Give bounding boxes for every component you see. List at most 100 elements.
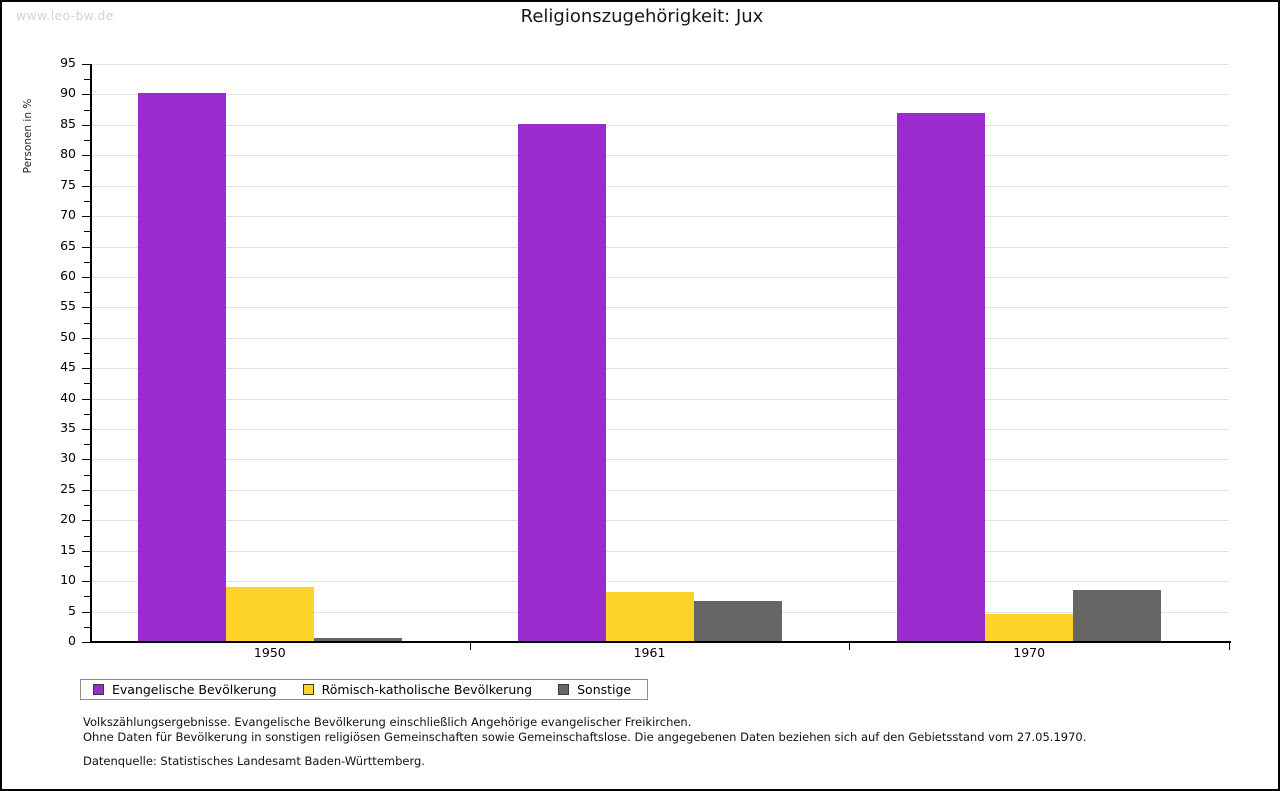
y-axis-minor-tick: [84, 109, 90, 111]
y-axis-minor-tick: [84, 231, 90, 233]
y-axis-tick-label: 55: [60, 298, 76, 314]
y-axis-tick: [82, 246, 90, 248]
gridline: [90, 246, 1229, 248]
x-axis-tick-label: 1950: [253, 645, 286, 660]
gridline: [90, 64, 1229, 65]
y-axis-tick-label: 60: [60, 267, 76, 283]
bar: [897, 112, 986, 642]
y-axis-tick-label: 0: [68, 633, 76, 648]
gridline: [90, 94, 1229, 96]
y-axis-tick-label: 70: [60, 207, 76, 223]
y-axis-tick: [82, 398, 90, 400]
x-axis-tick: [1229, 643, 1230, 650]
bar: [985, 614, 1074, 642]
y-axis-tick-label: 45: [60, 359, 76, 375]
legend-swatch-icon: [302, 684, 314, 695]
y-axis-tick-label: 10: [60, 572, 76, 588]
bar: [1073, 589, 1162, 642]
legend-item[interactable]: Sonstige: [558, 682, 631, 697]
y-axis-tick: [82, 94, 90, 96]
x-axis-tick: [469, 643, 471, 650]
y-axis-minor-tick: [84, 596, 90, 598]
y-axis-minor-tick: [84, 474, 90, 476]
footnote-line-2: Ohne Daten für Bevölkerung in sonstigen …: [83, 730, 1087, 744]
y-axis-tick-label: 15: [60, 541, 76, 557]
y-axis-minor-tick: [84, 413, 90, 415]
legend-item-label: Evangelische Bevölkerung: [112, 682, 277, 697]
gridline: [90, 398, 1229, 400]
y-axis-tick: [82, 429, 90, 431]
plot-background: [90, 64, 1229, 642]
y-axis-minor-tick: [84, 626, 90, 628]
gridline: [90, 276, 1229, 278]
bar: [693, 601, 782, 642]
y-axis-tick: [82, 581, 90, 583]
y-axis-tick: [82, 185, 90, 187]
legend-item[interactable]: Evangelische Bevölkerung: [93, 682, 277, 697]
y-axis-minor-tick: [84, 170, 90, 172]
legend-item-label: Sonstige: [577, 682, 632, 697]
bar: [313, 638, 402, 642]
y-axis-tick-label: 75: [60, 176, 76, 192]
y-axis-minor-tick: [84, 261, 90, 263]
y-axis-minor-tick: [84, 292, 90, 294]
y-axis-minor-tick: [84, 322, 90, 324]
y-axis-tick-label: 95: [60, 55, 76, 70]
legend-swatch-icon: [93, 684, 104, 695]
y-axis-tick-label: 20: [60, 511, 76, 527]
page-title: Religionszugehörigkeit: Jux: [520, 6, 764, 27]
bar: [225, 587, 314, 642]
y-axis-tick-label: 50: [60, 328, 76, 344]
bar: [517, 123, 606, 642]
y-axis-minor-tick: [84, 140, 90, 142]
gridline: [90, 124, 1229, 126]
y-axis-tick-label: 35: [60, 420, 76, 436]
gridline: [90, 550, 1229, 552]
y-axis-tick-label: 90: [60, 85, 76, 101]
watermark-label: www.leo-bw.de: [16, 8, 114, 23]
legend: Evangelische Bevölkerung Römisch-katholis…: [80, 679, 649, 700]
x-axis-tick-label: 1970: [1013, 645, 1046, 660]
footnotes: Volkszählungsergebnisse. Evangelische Be…: [83, 715, 1086, 745]
y-axis-tick: [82, 550, 90, 552]
y-axis-minor-tick: [84, 565, 90, 567]
gridline: [90, 520, 1229, 522]
legend-item[interactable]: Römisch-katholische Bevölkerung: [302, 682, 533, 697]
y-axis-tick: [82, 611, 90, 613]
legend-swatch-icon: [558, 684, 570, 695]
y-axis-tick-label: 65: [60, 237, 76, 253]
y-axis-minor-tick: [84, 505, 90, 507]
x-axis-tick: [849, 643, 851, 650]
gridline: [90, 459, 1229, 461]
gridline: [90, 337, 1229, 339]
y-axis-tick: [82, 489, 90, 491]
y-axis-minor-tick: [84, 200, 90, 202]
bar: [137, 92, 226, 642]
y-axis-tick: [82, 368, 90, 370]
x-axis-tick-label: 1961: [633, 645, 666, 660]
y-axis-tick-label: 40: [60, 389, 76, 405]
gridline: [90, 581, 1229, 583]
x-axis-line: [90, 641, 1231, 643]
source-note: Datenquelle: Statistisches Landesamt Bad…: [83, 754, 425, 768]
gridline: [90, 429, 1229, 431]
y-axis-minor-tick: [84, 353, 90, 354]
y-axis-minor-tick: [84, 444, 90, 446]
y-axis-line: [90, 64, 92, 642]
y-axis-tick-label: 5: [68, 602, 76, 618]
y-axis-tick: [82, 64, 90, 65]
y-axis-tick: [82, 155, 90, 157]
y-axis-tick: [82, 459, 90, 461]
y-axis-minor-tick: [84, 79, 90, 81]
y-axis-tick: [82, 307, 90, 309]
gridline: [90, 368, 1229, 370]
y-axis-minor-tick: [84, 535, 90, 537]
gridline: [90, 155, 1229, 157]
y-axis-tick: [82, 124, 90, 126]
plot-area: [90, 64, 1229, 642]
footnote-line-1: Volkszählungsergebnisse. Evangelische Be…: [83, 715, 692, 729]
gridline: [90, 185, 1229, 187]
y-axis-tick-label: 80: [60, 146, 76, 162]
legend-item-label: Römisch-katholische Bevölkerung: [321, 682, 533, 697]
y-axis-minor-tick: [84, 383, 90, 385]
